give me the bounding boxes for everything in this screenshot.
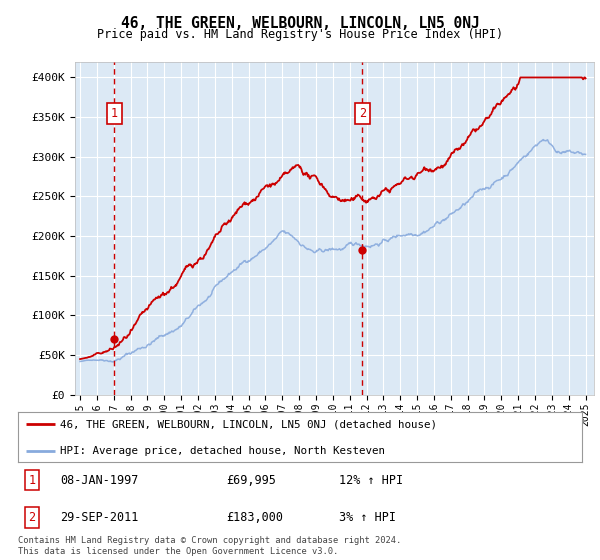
Text: 08-JAN-1997: 08-JAN-1997: [60, 474, 139, 487]
Text: 3% ↑ HPI: 3% ↑ HPI: [340, 511, 397, 524]
Text: Price paid vs. HM Land Registry's House Price Index (HPI): Price paid vs. HM Land Registry's House …: [97, 28, 503, 41]
Text: 12% ↑ HPI: 12% ↑ HPI: [340, 474, 404, 487]
Text: 46, THE GREEN, WELBOURN, LINCOLN, LN5 0NJ: 46, THE GREEN, WELBOURN, LINCOLN, LN5 0N…: [121, 16, 479, 31]
Text: 1: 1: [110, 107, 118, 120]
Text: HPI: Average price, detached house, North Kesteven: HPI: Average price, detached house, Nort…: [60, 446, 385, 456]
Text: 2: 2: [29, 511, 35, 524]
Text: Contains HM Land Registry data © Crown copyright and database right 2024.
This d: Contains HM Land Registry data © Crown c…: [18, 536, 401, 556]
Text: £183,000: £183,000: [227, 511, 284, 524]
Text: 2: 2: [359, 107, 366, 120]
Text: 29-SEP-2011: 29-SEP-2011: [60, 511, 139, 524]
Text: 1: 1: [29, 474, 35, 487]
Text: 46, THE GREEN, WELBOURN, LINCOLN, LN5 0NJ (detached house): 46, THE GREEN, WELBOURN, LINCOLN, LN5 0N…: [60, 419, 437, 429]
Text: £69,995: £69,995: [227, 474, 277, 487]
